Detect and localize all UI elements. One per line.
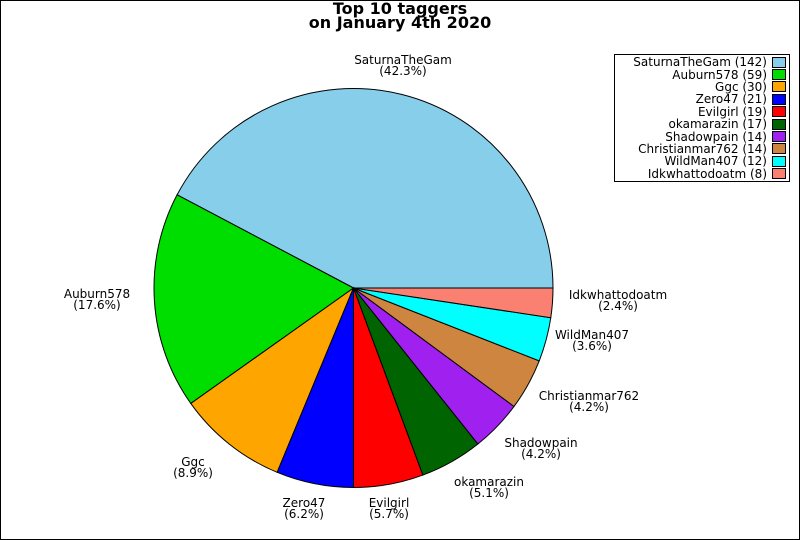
legend-entry-label: SaturnaTheGam (142) (633, 55, 767, 70)
legend-entry: Idkwhattodoatm (8) (615, 168, 786, 180)
slice-label-percent: (3.6%) (572, 339, 612, 353)
slice-label-christianmar762: Christianmar762 (4.2%) (539, 389, 639, 414)
legend-entry-label: WildMan407 (12) (664, 154, 767, 169)
slice-label-name: Zero47 (283, 496, 326, 510)
slice-label-percent: (6.2%) (284, 507, 324, 521)
legend-color-swatch (772, 69, 786, 81)
legend-color-swatch (772, 143, 786, 155)
legend-color-swatch (772, 56, 786, 68)
slice-label-evilgirl: Evilgirl (5.7%) (369, 496, 410, 521)
legend-color-swatch (772, 168, 786, 180)
slice-label-name: Ggc (181, 455, 205, 469)
legend-entry-label: Christianmar762 (14) (638, 141, 767, 156)
slice-label-name: Shadowpain (504, 436, 577, 450)
slice-label-zero47: Zero47 (6.2%) (283, 496, 326, 521)
slice-label-saturnathegam: SaturnaTheGam (42.3%) (354, 53, 452, 78)
slice-label-percent: (5.1%) (469, 486, 509, 500)
slice-label-wildman407: WildMan407 (3.6%) (555, 328, 629, 353)
slice-label-idkwhattodoatm: Idkwhattodoatm (2.4%) (569, 288, 667, 313)
slice-label-name: Christianmar762 (539, 389, 639, 403)
legend-entry-label: okamarazin (17) (668, 117, 767, 132)
slice-label-percent: (42.3%) (379, 64, 426, 78)
legend-entry-label: Evilgirl (19) (697, 104, 767, 119)
pie-slice-idkwhattodoatm (353, 287, 554, 319)
legend-color-swatch (772, 93, 786, 105)
chart-title: Top 10 taggers on January 4th 2020 (1, 0, 799, 32)
legend-entry: Auburn578 (59) (615, 67, 786, 82)
legend-entry: okamarazin (17) (615, 118, 786, 130)
slice-label-name: SaturnaTheGam (354, 53, 452, 67)
slice-label-percent: (4.2%) (521, 447, 561, 461)
legend-color-swatch (772, 131, 786, 143)
legend: SaturnaTheGam (142) Auburn578 (59) Ggc (30… (614, 54, 790, 182)
legend-color-swatch (772, 106, 786, 118)
legend-entry-label: Auburn578 (59) (672, 67, 767, 82)
pie-slice-saturnathegam (176, 88, 554, 289)
slice-label-percent: (8.9%) (173, 466, 213, 480)
chart-title-line1: Top 10 taggers (332, 0, 468, 18)
chart-title-line2: on January 4th 2020 (308, 12, 492, 32)
legend-entry-label: Zero47 (21) (695, 92, 767, 107)
legend-entry-label: Idkwhattodoatm (8) (647, 166, 767, 181)
slice-label-name: okamarazin (454, 475, 524, 489)
legend-color-swatch (772, 155, 786, 167)
legend-entry-label: Ggc (30) (715, 79, 767, 94)
slice-label-percent: (4.2%) (569, 400, 609, 414)
slice-label-auburn578: Auburn578 (17.6%) (64, 287, 130, 312)
legend-entry: Ggc (30) (615, 81, 786, 93)
slice-label-name: WildMan407 (555, 328, 629, 342)
slice-label-name: Auburn578 (64, 287, 130, 301)
slice-label-name: Evilgirl (369, 496, 410, 510)
pie-slice-auburn578 (153, 194, 355, 405)
legend-color-swatch (772, 118, 786, 130)
slice-label-name: Idkwhattodoatm (569, 288, 667, 302)
slice-label-percent: (5.7%) (369, 507, 409, 521)
legend-entry: Shadowpain (14) (615, 129, 786, 144)
slice-label-okamarazin: okamarazin (5.1%) (454, 475, 524, 500)
legend-entry: Christianmar762 (14) (615, 143, 786, 155)
slice-label-percent: (17.6%) (73, 298, 120, 312)
legend-entry: SaturnaTheGam (142) (615, 56, 786, 68)
legend-entry: WildMan407 (12) (615, 155, 786, 167)
pie-slice-ggc (190, 286, 355, 473)
legend-entry: Zero47 (21) (615, 93, 786, 105)
legend-entry: Evilgirl (19) (615, 106, 786, 118)
legend-entry-label: Shadowpain (14) (665, 129, 767, 144)
slice-label-shadowpain: Shadowpain (4.2%) (504, 436, 577, 461)
slice-label-percent: (2.4%) (598, 299, 638, 313)
slice-label-ggc: Ggc (8.9%) (173, 455, 213, 480)
legend-color-swatch (772, 81, 786, 93)
